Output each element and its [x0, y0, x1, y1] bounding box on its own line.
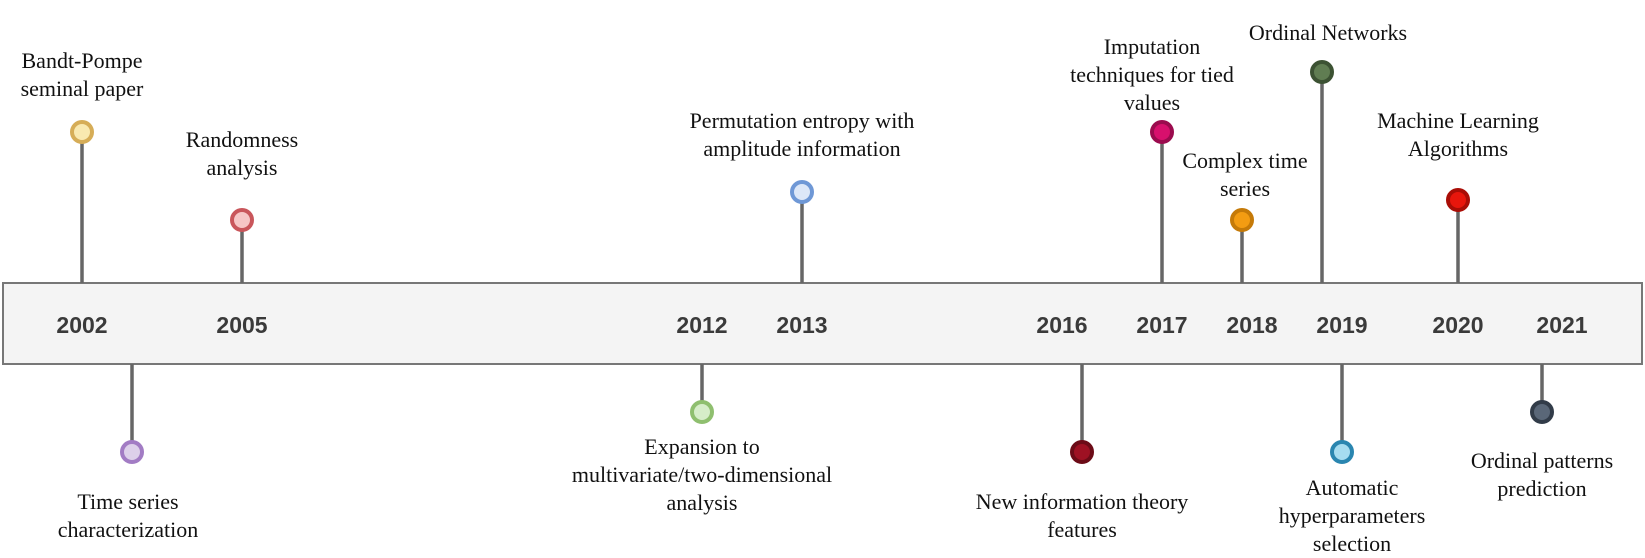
marker-new-information-theory	[1070, 440, 1094, 464]
event-label-line: analysis	[207, 155, 278, 180]
event-label-randomness-analysis: Randomness analysis	[186, 127, 298, 180]
event-label-line: amplitude information	[703, 136, 900, 161]
marker-machine-learning	[1446, 188, 1470, 212]
event-label-line: Permutation entropy with	[690, 108, 915, 133]
event-label-line: Ordinal Networks	[1249, 20, 1407, 45]
event-label-line: Complex time	[1182, 148, 1307, 173]
marker-automatic-hyperparameters	[1330, 440, 1354, 464]
event-markers	[70, 60, 1554, 464]
event-label-bandt-pompe: Bandt-Pompe seminal paper	[21, 48, 144, 101]
year-label-2021: 2021	[1536, 312, 1587, 338]
event-label-imputation-tied-values: Imputation techniques for tied values	[1070, 34, 1234, 115]
marker-randomness-analysis	[230, 208, 254, 232]
event-label-line: Bandt-Pompe	[22, 48, 143, 73]
marker-bandt-pompe	[70, 120, 94, 144]
year-label-2016: 2016	[1036, 312, 1087, 338]
event-label-line: Algorithms	[1408, 136, 1508, 161]
marker-imputation-tied-values	[1150, 120, 1174, 144]
event-label-line: Automatic	[1306, 475, 1399, 500]
marker-ordinal-patterns-prediction	[1530, 400, 1554, 424]
event-label-time-series-characterization: Time series characterization	[58, 489, 198, 542]
year-label-2019: 2019	[1316, 312, 1367, 338]
year-label-2012: 2012	[676, 312, 727, 338]
event-label-line: series	[1220, 176, 1270, 201]
timeline-band	[2, 282, 1643, 365]
event-label-line: Machine Learning	[1377, 108, 1539, 133]
event-label-line: techniques for tied	[1070, 62, 1234, 87]
event-label-complex-time-series: Complex time series	[1182, 148, 1307, 201]
event-label-line: Expansion to	[644, 434, 760, 459]
event-label-line: features	[1047, 517, 1117, 542]
marker-permutation-entropy-amplitude	[790, 180, 814, 204]
event-label-line: Time series	[77, 489, 178, 514]
year-label-2002: 2002	[56, 312, 107, 338]
marker-complex-time-series	[1230, 208, 1254, 232]
event-label-line: multivariate/two-dimensional	[572, 462, 832, 487]
year-label-2013: 2013	[776, 312, 827, 338]
event-label-line: characterization	[58, 517, 198, 542]
event-label-line: hyperparameters	[1279, 503, 1426, 528]
event-labels: Bandt-Pompe seminal paper Time series chara…	[21, 20, 1614, 556]
event-label-ordinal-networks: Ordinal Networks	[1249, 20, 1407, 45]
event-label-line: prediction	[1497, 476, 1586, 501]
event-label-line: New information theory	[976, 489, 1189, 514]
year-label-2005: 2005	[216, 312, 267, 338]
marker-ordinal-networks	[1310, 60, 1334, 84]
year-label-2018: 2018	[1226, 312, 1277, 338]
event-label-expansion-multivariate: Expansion to multivariate/two-dimensional…	[572, 434, 832, 515]
event-label-new-information-theory: New information theory features	[976, 489, 1189, 542]
event-label-ordinal-patterns-prediction: Ordinal patterns prediction	[1471, 448, 1613, 501]
event-label-line: Randomness	[186, 127, 298, 152]
marker-time-series-characterization	[120, 440, 144, 464]
event-label-machine-learning: Machine Learning Algorithms	[1377, 108, 1539, 161]
event-label-line: seminal paper	[21, 76, 144, 101]
event-label-line: Ordinal patterns	[1471, 448, 1613, 473]
year-label-2017: 2017	[1136, 312, 1187, 338]
event-label-line: values	[1124, 90, 1180, 115]
event-label-automatic-hyperparameters: Automatic hyperparameters selection	[1279, 475, 1426, 556]
year-label-2020: 2020	[1432, 312, 1483, 338]
event-label-line: Imputation	[1104, 34, 1201, 59]
event-label-line: selection	[1313, 531, 1391, 556]
event-label-line: analysis	[667, 490, 738, 515]
stems	[80, 82, 1544, 442]
marker-expansion-multivariate	[690, 400, 714, 424]
event-label-permutation-entropy-amplitude: Permutation entropy with amplitude inform…	[690, 108, 915, 161]
